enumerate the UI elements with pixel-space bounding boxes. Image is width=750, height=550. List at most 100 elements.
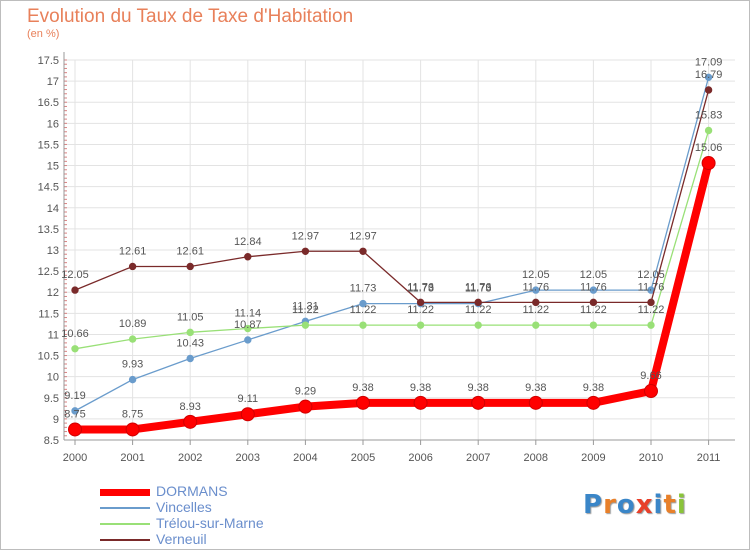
series-tr-lou-sur-marne (71, 126, 713, 353)
data-label: 11.22 (465, 304, 492, 316)
series-tr-lou-sur-marne-point (359, 321, 367, 329)
y-tick-label: 12 (47, 287, 59, 299)
legend-swatch (100, 523, 150, 525)
x-tick-label: 2007 (466, 452, 490, 464)
y-tick-label: 11 (48, 329, 59, 341)
series-verneuil-point (532, 298, 540, 307)
series-vincelles-point (244, 336, 252, 344)
data-label: 11.22 (638, 304, 665, 316)
data-label: 9.93 (122, 359, 143, 371)
legend-swatch (100, 507, 150, 509)
series-verneuil-point (186, 262, 194, 271)
y-tick-label: 11.5 (38, 308, 59, 320)
series-verneuil-point (474, 298, 482, 307)
series-dormans-point (644, 384, 658, 399)
data-label: 11.22 (407, 304, 434, 316)
series-dormans-point (356, 395, 370, 410)
data-label: 9.29 (295, 386, 316, 398)
data-label: 8.75 (64, 408, 85, 420)
data-label: 11.76 (407, 281, 434, 293)
data-label: 9.38 (410, 382, 431, 394)
y-tick-label: 13.5 (38, 224, 59, 236)
y-tick-label: 10 (47, 372, 59, 384)
series-verneuil-point (416, 298, 425, 307)
series-verneuil-point (359, 247, 367, 255)
series-tr-lou-sur-marne-point (71, 345, 79, 353)
data-label: 12.97 (349, 230, 377, 242)
data-label: 9.38 (525, 382, 546, 394)
data-label: 9.38 (352, 382, 373, 394)
series-vincelles-point (532, 286, 540, 294)
series-vincelles (71, 73, 713, 415)
x-tick-label: 2000 (63, 452, 87, 464)
data-label: 11.76 (465, 281, 492, 293)
chart-title: Evolution du Taux de Taxe d'Habitation (27, 6, 354, 27)
series-verneuil-point (71, 286, 79, 294)
y-tick-label: 14.5 (38, 182, 59, 194)
series-dormans-point (586, 395, 601, 410)
data-label: 11.76 (580, 281, 607, 293)
series-dormans-point (471, 395, 486, 410)
series-dormans-point (125, 422, 140, 437)
series-dormans (68, 156, 716, 437)
series-dormans-point (240, 407, 255, 422)
x-tick-label: 2002 (178, 452, 202, 464)
data-label: 12.61 (176, 245, 204, 257)
series-tr-lou-sur-marne-point (704, 126, 713, 135)
data-label: 15.06 (695, 142, 723, 154)
data-label: 11.73 (350, 283, 377, 295)
x-tick-label: 2008 (524, 452, 548, 464)
legend-label: Vincelles (156, 499, 212, 515)
data-label: 9.38 (583, 382, 604, 394)
data-label: 8.75 (122, 408, 143, 420)
series-group (68, 73, 716, 437)
data-label: 9.11 (238, 393, 259, 405)
data-label: 9.38 (467, 382, 488, 394)
data-label: 12.05 (580, 269, 608, 281)
series-tr-lou-sur-marne-point (301, 321, 310, 329)
data-label: 9.19 (64, 390, 85, 402)
data-label: 15.83 (695, 110, 723, 122)
axes: 8.5 9 9.5 10 10.5 11 11.5 12 12.5 13 13.5 14 14.5 15 1… (38, 52, 735, 464)
x-tick-label: 2011 (697, 452, 721, 464)
data-label: 12.05 (61, 269, 89, 281)
series-vincelles-point (71, 407, 79, 415)
data-label: 11.76 (638, 281, 665, 293)
series-vincelles-point (128, 375, 137, 384)
data-label: 11.22 (292, 304, 319, 316)
data-label: 10.89 (119, 318, 147, 330)
data-label: 10.87 (234, 319, 262, 331)
x-tick-label: 2004 (293, 452, 317, 464)
data-label: 8.93 (179, 401, 200, 413)
y-tick-label: 16.5 (38, 97, 59, 109)
data-label: 12.97 (292, 230, 320, 242)
series-verneuil-point (647, 298, 655, 307)
data-labels: 9.19 9.93 10.43 10.87 11.31 11.73 11.73 11.73 12… (61, 56, 722, 420)
data-label: 12.05 (522, 269, 550, 281)
series-verneuil-point (128, 262, 137, 271)
y-tick-label: 9.5 (44, 393, 59, 405)
series-tr-lou-sur-marne-point (589, 321, 598, 329)
series-vincelles-point (704, 73, 713, 82)
series-verneuil-point (301, 247, 310, 255)
data-label: 11.22 (580, 304, 607, 316)
data-label: 11.22 (350, 304, 377, 316)
series-vincelles-point (186, 354, 194, 363)
series-verneuil-point (589, 298, 598, 307)
series-tr-lou-sur-marne-point (647, 321, 655, 329)
x-tick-label: 2006 (408, 452, 432, 464)
legend-label: Verneuil (156, 531, 207, 547)
series-verneuil-line (74, 89, 710, 304)
data-label: 12.05 (637, 269, 665, 281)
y-tick-label: 13 (47, 245, 59, 257)
series-tr-lou-sur-marne-point (244, 324, 252, 333)
series-dormans-point (298, 399, 313, 414)
x-tick-label: 2005 (351, 452, 375, 464)
series-dormans-point (183, 414, 198, 429)
series-tr-lou-sur-marne-point (532, 321, 540, 329)
x-tick-label: 2009 (581, 452, 605, 464)
series-tr-lou-sur-marne-point (186, 328, 194, 337)
y-tick-label: 15 (47, 161, 59, 173)
series-verneuil-point (244, 253, 252, 261)
